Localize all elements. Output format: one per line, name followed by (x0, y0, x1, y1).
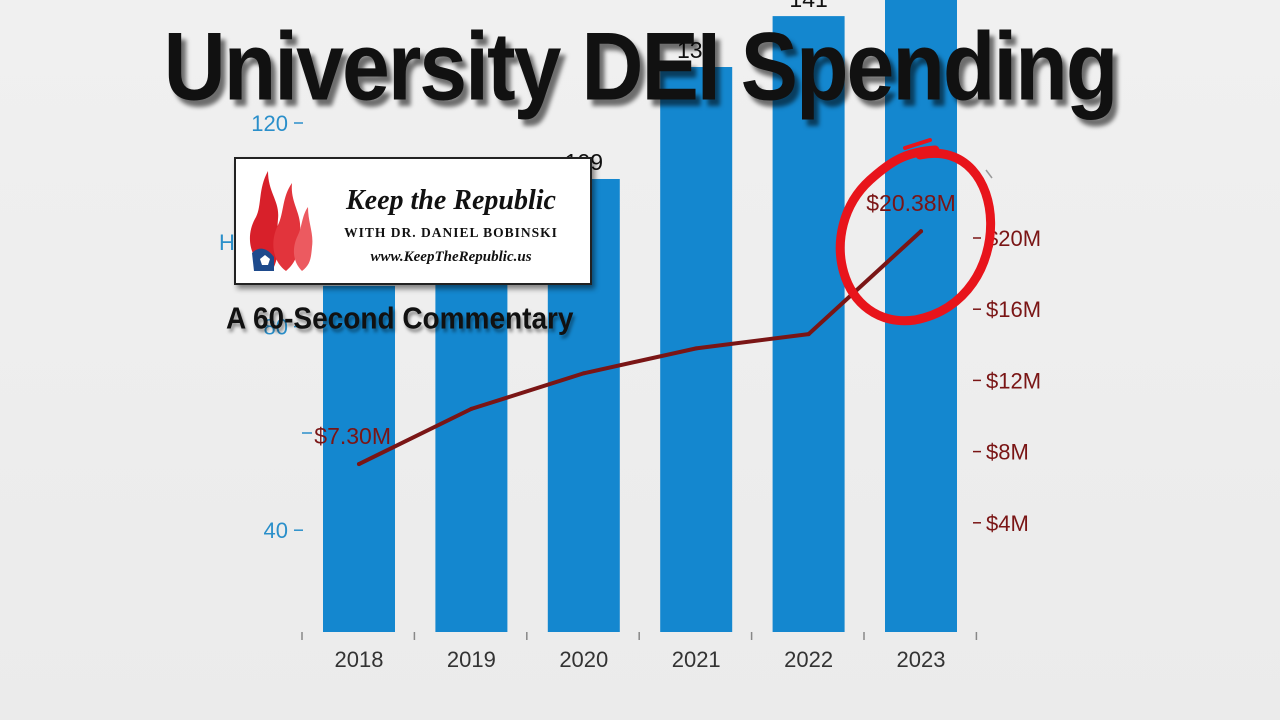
logo-badge: Keep the Republic WITH DR. DANIEL BOBINS… (234, 157, 592, 285)
x-tick-label-2021: 2021 (672, 647, 721, 672)
highlight-circle (835, 138, 996, 326)
left-tick-label-80: 80 (264, 315, 288, 340)
bar-label-2021: 131 (677, 37, 715, 63)
highlight-ring-tail (903, 138, 932, 150)
right-tick-label-16: $16M (986, 297, 1041, 322)
line-annotations: $7.30M $20.38M (302, 190, 956, 449)
line-point-2019 (469, 406, 474, 411)
x-tick-label-2022: 2022 (784, 647, 833, 672)
line-annotation-2018: $7.30M (314, 423, 391, 449)
x-tick-label-2019: 2019 (447, 647, 496, 672)
right-tick-label-20: $20M (986, 226, 1041, 251)
line-series (357, 229, 923, 467)
right-axis: $4M $8M $12M $16M $20M (973, 169, 1041, 536)
line-point-2020 (581, 371, 586, 376)
left-tick-label-120: 120 (251, 111, 288, 136)
bar-2019 (435, 234, 508, 633)
right-tick-label-12: $12M (986, 368, 1041, 393)
left-tick-label-40: 40 (264, 518, 288, 543)
line-point-2018 (357, 462, 361, 467)
x-axis: 2018 2019 2020 2021 2022 2023 (301, 632, 978, 672)
x-tick-label-2018: 2018 (335, 647, 384, 672)
right-tick-label-8: $8M (986, 440, 1029, 465)
bar-label-2022: 141 (789, 0, 827, 12)
partial-axis-label: H (219, 230, 235, 255)
right-axis-top-mark (985, 169, 993, 179)
page-title: University DEI Spending (163, 13, 1119, 121)
left-axis: 40 80 120 (251, 111, 303, 543)
x-tick-label-2020: 2020 (559, 647, 608, 672)
flame-logo-icon (249, 171, 313, 271)
line-point-2022 (806, 332, 811, 337)
line-point-2023 (919, 229, 923, 234)
x-tick-label-2023: 2023 (897, 647, 946, 672)
bar-2022 (772, 16, 845, 633)
spending-line (357, 229, 923, 467)
logo-name: Keep the Republic (346, 185, 556, 216)
right-tick-label-4: $4M (986, 511, 1029, 536)
bar-2018 (323, 285, 395, 632)
logo-subtitle: WITH DR. DANIEL BOBINSKI (344, 225, 558, 240)
logo-url: www.KeepTheRepublic.us (370, 249, 532, 265)
highlight-ring (835, 145, 996, 326)
line-annotation-2023: $20.38M (866, 190, 956, 216)
commentary-subtitle: A 60-Second Commentary (226, 301, 574, 336)
line-point-2021 (694, 346, 699, 351)
